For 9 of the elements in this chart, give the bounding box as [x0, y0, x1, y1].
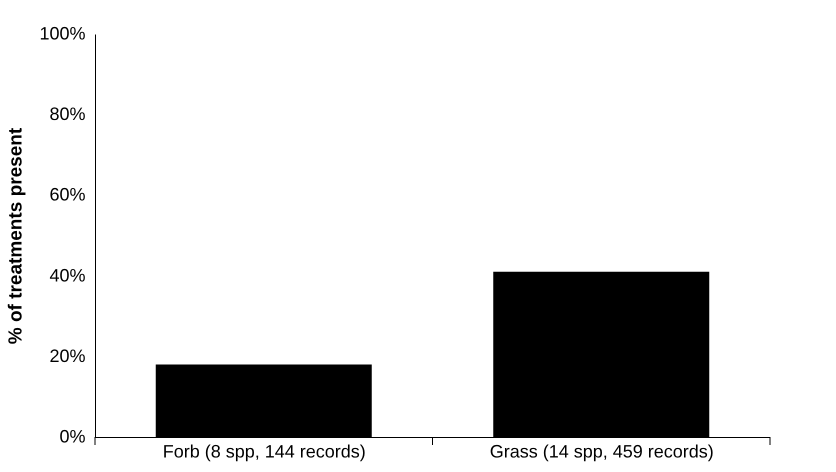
y-tick-label: 0%	[59, 426, 86, 446]
y-tick-label: 100%	[39, 24, 86, 44]
y-tick-label: 80%	[49, 104, 86, 124]
y-tick-label: 20%	[49, 346, 86, 366]
y-axis-title: % of treatments present	[5, 127, 26, 344]
x-tick-label: Grass (14 spp, 459 records)	[490, 442, 714, 462]
x-tick-label: Forb (8 spp, 144 records)	[162, 442, 366, 462]
y-tick-label: 40%	[49, 265, 86, 286]
y-tick-label: 60%	[49, 184, 86, 205]
